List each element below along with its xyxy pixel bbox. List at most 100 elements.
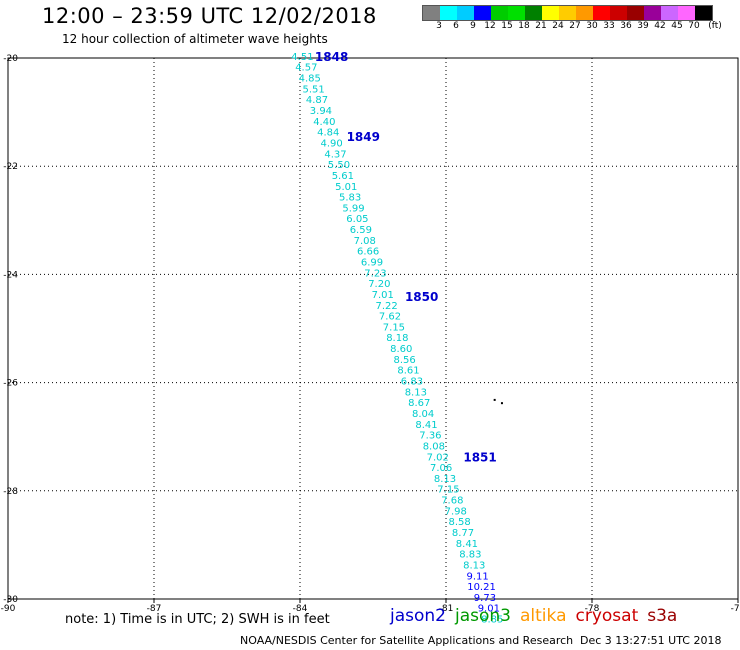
data-point-label: 8.58 — [448, 517, 470, 528]
legend-swatch — [644, 6, 661, 20]
data-point-label: 4.57 — [295, 63, 317, 74]
mission-altika: altika — [520, 606, 567, 626]
data-point-label: 7.62 — [379, 312, 401, 323]
x-tick-label: -87 — [147, 604, 162, 614]
data-point-label: 4.85 — [299, 74, 321, 85]
data-point-label: 6.66 — [357, 247, 379, 258]
data-point-label: 8.67 — [408, 398, 430, 409]
data-point-label: 7.01 — [372, 290, 394, 301]
data-point-label: 8.56 — [394, 355, 416, 366]
time-label: 1848 — [315, 50, 348, 64]
legend-swatch — [678, 6, 695, 20]
data-point-label: 7.20 — [368, 279, 390, 290]
data-point-label: 7.23 — [364, 268, 386, 279]
data-point-label: 7.98 — [445, 506, 467, 517]
y-tick-label: -30 — [3, 595, 18, 605]
legend-label: 12 — [484, 21, 496, 31]
time-label: 1850 — [405, 290, 438, 304]
grid-lines — [7, 57, 739, 600]
legend-swatch — [491, 6, 508, 20]
data-point-label: 8.18 — [386, 333, 408, 344]
legend-label: 30 — [586, 21, 598, 31]
data-point-label: 9.11 — [467, 571, 489, 582]
data-point-label: 4.51 — [291, 52, 313, 63]
data-point-label: 7.15 — [437, 485, 459, 496]
x-tick-label: -90 — [1, 604, 16, 614]
x-tick-label: -81 — [439, 604, 454, 614]
legend-swatch — [559, 6, 576, 20]
legend-swatch — [661, 6, 678, 20]
generated-timestamp: Dec 3 13:27:51 UTC 2018 — [580, 634, 722, 647]
data-point-label: 6.83 — [401, 377, 423, 388]
legend-label: 33 — [603, 21, 615, 31]
data-point-label: 8.13 — [405, 387, 427, 398]
legend-swatch — [440, 6, 457, 20]
plot-frame — [7, 57, 739, 600]
data-point-label: 8.61 — [397, 366, 419, 377]
legend-label: 36 — [620, 21, 632, 31]
chart-subtitle: 12 hour collection of altimeter wave hei… — [62, 32, 328, 46]
data-point-label: 8.13 — [463, 560, 485, 571]
data-point-label: 5.01 — [335, 182, 357, 193]
x-tick-label: -75 — [731, 604, 740, 614]
data-point-label: 5.51 — [302, 84, 324, 95]
data-point-label: 3.94 — [310, 106, 332, 117]
time-label: 1849 — [347, 130, 380, 144]
chart-title: 12:00 – 23:59 UTC 12/02/2018 — [42, 4, 377, 28]
credit-line: NOAA/NESDIS Center for Satellite Applica… — [240, 634, 574, 647]
legend-swatch — [610, 6, 627, 20]
misc-marks — [493, 398, 503, 405]
legend-label: 42 — [654, 21, 666, 31]
y-tick-label: -24 — [3, 270, 18, 280]
legend-label: 39 — [637, 21, 649, 31]
legend-label: 9 — [470, 21, 476, 31]
data-point-label: 8.41 — [415, 420, 437, 431]
legend-label: 45 — [671, 21, 683, 31]
legend-label: (ft) — [708, 21, 722, 31]
legend-label: 15 — [501, 21, 513, 31]
legend-label: 18 — [518, 21, 530, 31]
y-tick-label: -26 — [3, 379, 18, 389]
legend-swatch — [508, 6, 525, 20]
legend-swatch — [457, 6, 474, 20]
x-tick-label: -84 — [293, 604, 308, 614]
legend-swatch — [474, 6, 491, 20]
data-point-label: 6.59 — [350, 225, 372, 236]
mission-jason2: jason2 — [390, 606, 446, 626]
dot-mark — [500, 402, 503, 405]
data-point-label: 5.83 — [339, 193, 361, 204]
mission-cryosat: cryosat — [575, 606, 639, 626]
data-point-label: 8.13 — [434, 474, 456, 485]
legend-swatch — [542, 6, 559, 20]
data-point-label: 7.36 — [419, 431, 441, 442]
mission-legend: jason2 jason3 altika cryosat s3a — [390, 606, 686, 626]
y-tick-label: -22 — [3, 162, 18, 172]
color-legend-labels: 3 6 9 12 15 18 21 24 27 30 33 36 39 42 45 70 (ft) — [422, 21, 740, 35]
legend-swatch — [695, 6, 712, 20]
data-labels: 4.514.574.855.514.873.944.404.844.904.37… — [291, 52, 503, 626]
mission-jason3: jason3 — [455, 606, 511, 626]
data-point-label: 8.77 — [452, 528, 474, 539]
axis-ticks: -90 -87 -84 -81 -78 -75 -20 -22 -24 -26 -28 -30 — [1, 54, 740, 614]
data-point-label: 4.84 — [317, 128, 339, 139]
data-point-label: 7.02 — [427, 452, 449, 463]
data-point-label: 7.08 — [354, 236, 376, 247]
data-point-label: 8.85 — [481, 615, 503, 626]
legend-swatch — [627, 6, 644, 20]
data-point-label: 6.99 — [361, 257, 383, 268]
data-point-label: 8.83 — [459, 550, 481, 561]
y-tick-label: -20 — [3, 54, 18, 64]
data-point-label: 7.68 — [441, 496, 463, 507]
data-point-label: 5.61 — [332, 171, 354, 182]
data-point-label: 4.37 — [324, 149, 346, 160]
data-point-label: 4.87 — [306, 95, 328, 106]
data-point-label: 8.41 — [456, 539, 478, 550]
legend-label: 27 — [569, 21, 581, 31]
legend-swatch — [576, 6, 593, 20]
legend-swatch — [593, 6, 610, 20]
footer-note: note: 1) Time is in UTC; 2) SWH is in fe… — [65, 612, 330, 627]
data-point-label: 8.60 — [390, 344, 412, 355]
legend-label: 21 — [535, 21, 547, 31]
data-point-label: 8.08 — [423, 441, 445, 452]
